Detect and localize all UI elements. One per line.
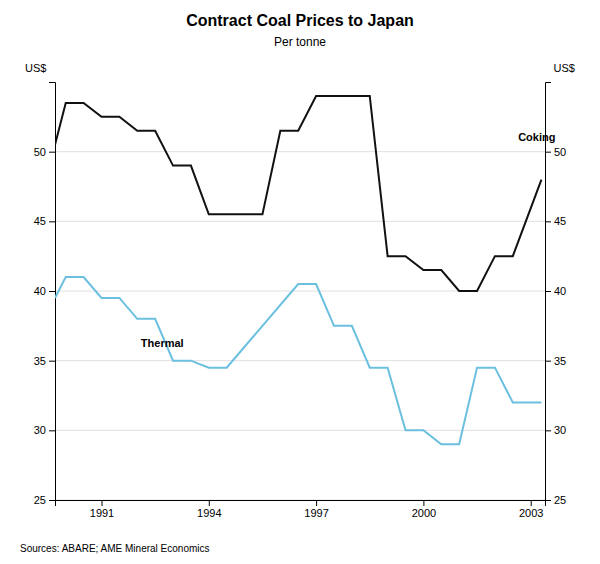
tick: 35	[34, 355, 55, 367]
source: Sources: ABARE; AME Mineral Economics	[20, 543, 210, 554]
tick-mark	[545, 152, 551, 153]
y2-axis-line	[546, 83, 552, 501]
tick-mark	[49, 500, 55, 501]
tick: 2003	[519, 500, 543, 519]
annotation: Coking	[518, 131, 555, 143]
tick-mark	[49, 430, 55, 431]
tick: 2000	[412, 500, 436, 519]
series-line	[55, 96, 541, 291]
tick-label: 40	[554, 285, 566, 297]
grid-line	[55, 151, 545, 152]
tick-mark	[545, 500, 551, 501]
tick: 1991	[90, 500, 114, 519]
tick-mark	[316, 500, 317, 506]
y-axis-label: US$	[25, 62, 46, 74]
x-axis-line	[56, 501, 546, 507]
grid-line	[55, 360, 545, 361]
tick-mark	[545, 221, 551, 222]
tick: 30	[34, 424, 55, 436]
tick-mark	[49, 291, 55, 292]
tick-label: 40	[34, 285, 46, 297]
tick-label: 25	[34, 494, 46, 506]
tick: 25	[545, 494, 566, 506]
tick: 45	[545, 215, 566, 227]
title: Contract Coal Prices to Japan	[186, 12, 414, 29]
tick-label: 35	[554, 355, 566, 367]
grid	[55, 152, 545, 500]
annotation: Thermal	[141, 337, 184, 349]
chart: 1991 1994 1997 2000 2003 25 30 35 40 45 50 25 30 35 40…	[0, 0, 600, 564]
subtitle: Per tonne	[274, 35, 326, 49]
tick-mark	[545, 291, 551, 292]
tick-mark	[49, 221, 55, 222]
y2-axis-label: US$	[554, 62, 575, 74]
grid-line	[55, 430, 545, 431]
tick-mark	[545, 430, 551, 431]
tick-mark	[209, 500, 210, 506]
tick: 1994	[197, 500, 221, 519]
tick-label: 45	[554, 215, 566, 227]
grid-line	[55, 221, 545, 222]
tick-label: 45	[34, 215, 46, 227]
tick-mark	[423, 500, 424, 506]
tick-mark	[545, 361, 551, 362]
tick-label: 25	[554, 494, 566, 506]
tick: 50	[545, 146, 566, 158]
tick: 40	[34, 285, 55, 297]
tick-label: 35	[34, 355, 46, 367]
tick: 50	[34, 146, 55, 158]
tick-label: 30	[34, 424, 46, 436]
series-line	[55, 277, 541, 444]
y-axis: 25 30 35 40 45 50	[34, 83, 56, 507]
tick: 45	[34, 215, 55, 227]
tick: 35	[545, 355, 566, 367]
tick-label: 50	[554, 146, 566, 158]
tick: 30	[545, 424, 566, 436]
y-axis-line	[49, 83, 56, 501]
tick-label: 50	[34, 146, 46, 158]
tick-label: 2000	[412, 507, 436, 519]
tick-mark	[49, 361, 55, 362]
plot-area	[55, 96, 541, 444]
tick: 40	[545, 285, 566, 297]
y2-axis: 25 30 35 40 45 50	[545, 83, 566, 507]
tick: 25	[34, 494, 55, 506]
tick: 1997	[304, 500, 328, 519]
tick-mark	[49, 152, 55, 153]
x-axis: 1991 1994 1997 2000 2003	[56, 500, 546, 519]
tick-label: 30	[554, 424, 566, 436]
tick-label: 2003	[519, 507, 543, 519]
tick-mark	[101, 500, 102, 506]
tick-label: 1994	[197, 507, 221, 519]
tick-label: 1997	[304, 507, 328, 519]
tick-label: 1991	[90, 507, 114, 519]
tick-mark	[531, 500, 532, 506]
